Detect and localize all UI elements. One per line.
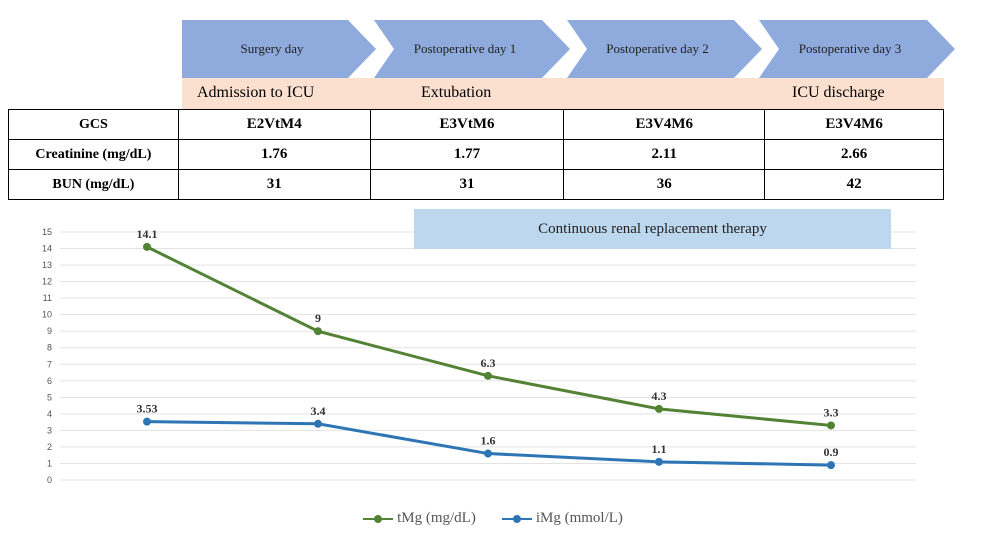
y-tick-label: 3: [47, 425, 52, 435]
tmg-data-label: 6.3: [481, 356, 496, 370]
row-label-gcs: GCS: [8, 109, 179, 140]
timeline-label: Postoperative day 2: [606, 41, 709, 56]
row-label-creatinine: Creatinine (mg/dL): [8, 139, 179, 170]
table-cell: 1.76: [177, 139, 371, 170]
events-band: [182, 78, 944, 110]
y-tick-label: 14: [42, 244, 52, 254]
table-cell: E3VtM6: [369, 109, 565, 140]
tmg-data-label: 9: [315, 311, 321, 325]
table-cell: 36: [563, 169, 766, 200]
event-icu-discharge: ICU discharge: [792, 84, 885, 101]
img-data-label: 3.4: [311, 404, 326, 418]
y-tick-label: 15: [42, 227, 52, 237]
y-tick-label: 2: [47, 442, 52, 452]
table-cell: 31: [369, 169, 565, 200]
y-tick-label: 13: [42, 260, 52, 270]
img-data-label: 1.1: [652, 442, 667, 456]
table-cell: E2VtM4: [177, 109, 371, 140]
y-tick-label: 8: [47, 343, 52, 353]
y-tick-label: 11: [43, 293, 52, 303]
timeline-label: Surgery day: [240, 41, 304, 56]
timeline-step-postop-day-2: Postoperative day 2: [567, 20, 762, 78]
chart-legend: tMg (mg/dL) iMg (mmol/L): [0, 510, 986, 527]
img-point: [143, 417, 151, 426]
tmg-point: [143, 242, 151, 251]
timeline-step-postop-day-1: Postoperative day 1: [374, 20, 570, 78]
img-point: [827, 461, 835, 470]
table-row: BUN (mg/dL) 31 31 36 42: [8, 169, 944, 200]
legend-label-tmg: tMg (mg/dL): [397, 510, 476, 526]
img-point: [484, 449, 492, 458]
event-extubation: Extubation: [421, 84, 492, 101]
tmg-point: [655, 404, 663, 413]
table-cell: 2.66: [764, 139, 944, 170]
table-cell: E3V4M6: [563, 109, 766, 140]
chart-series: 14.1 9 6.3 4.3 3.3 3.53 3.4 1.6 1.1 0.9: [137, 227, 839, 470]
y-tick-label: 0: [47, 475, 52, 485]
tmg-data-label: 3.3: [824, 405, 839, 419]
tmg-point: [484, 371, 492, 380]
timeline-label: Postoperative day 3: [798, 41, 902, 56]
timeline-step-postop-day-3: Postoperative day 3: [759, 20, 955, 78]
img-point: [314, 419, 322, 428]
table-cell: 31: [177, 169, 371, 200]
tmg-line: [146, 245, 832, 427]
legend-label-img: iMg (mmol/L): [535, 510, 623, 526]
tmg-point: [314, 327, 322, 336]
clinical-table: GCS E2VtM4 E3VtM6 E3V4M6 E3V4M6 Creatini…: [8, 109, 944, 200]
legend-item-img: iMg (mmol/L): [501, 510, 623, 527]
table-cell: E3V4M6: [764, 109, 944, 140]
legend-swatch-img: [501, 513, 532, 525]
legend-item-tmg: tMg (mg/dL): [363, 510, 476, 527]
y-tick-label: 12: [42, 277, 52, 287]
y-tick-label: 1: [47, 458, 52, 468]
table-row: GCS E2VtM4 E3VtM6 E3V4M6 E3V4M6: [8, 109, 944, 140]
img-data-label: 0.9: [824, 445, 839, 459]
y-tick-label: 10: [42, 310, 52, 320]
table-cell: 42: [764, 169, 944, 200]
y-tick-label: 7: [47, 359, 52, 369]
img-point: [655, 457, 663, 466]
y-tick-label: 9: [47, 326, 52, 336]
row-label-bun: BUN (mg/dL): [8, 169, 179, 200]
timeline-step-surgery-day: Surgery day: [182, 20, 376, 78]
legend-swatch-tmg: [363, 513, 394, 525]
tmg-point: [827, 421, 835, 430]
crrt-annotation: Continuous renal replacement therapy: [414, 209, 891, 249]
y-tick-label: 4: [47, 409, 52, 419]
img-data-label: 3.53: [137, 402, 158, 416]
img-data-label: 1.6: [481, 434, 496, 448]
y-tick-label: 5: [47, 392, 52, 402]
tmg-data-label: 14.1: [137, 227, 158, 241]
event-admission: Admission to ICU: [197, 84, 315, 101]
y-tick-label: 6: [47, 376, 52, 386]
tmg-data-label: 4.3: [652, 389, 667, 403]
timeline-label: Postoperative day 1: [413, 41, 517, 56]
